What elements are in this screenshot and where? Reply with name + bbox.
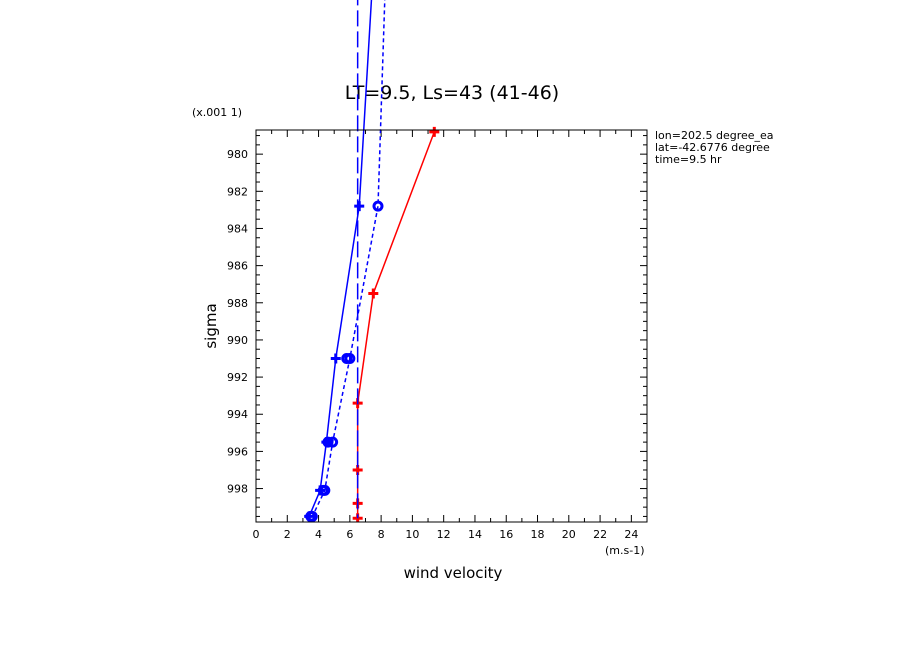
- x-tick-label: 2: [284, 528, 291, 541]
- plot-frame: [255, 129, 648, 523]
- y-tick-label: 980: [227, 148, 248, 161]
- data-point: [322, 436, 334, 448]
- y-tick-label: 996: [227, 445, 248, 458]
- x-tick-label: 4: [315, 528, 322, 541]
- series-line: [308, 0, 373, 517]
- data-point: [330, 353, 341, 364]
- x-tick-label: 22: [593, 528, 607, 541]
- series-1: [304, 0, 373, 522]
- data-point: [317, 484, 329, 496]
- y-tick-label: 988: [227, 297, 248, 310]
- data-point: [341, 353, 353, 365]
- data-point: [305, 510, 317, 522]
- data-point: [327, 436, 339, 448]
- x-tick-label: 8: [378, 528, 385, 541]
- data-point: [372, 200, 384, 212]
- chart-title: LT=9.5, Ls=43 (41-46): [345, 82, 559, 104]
- y-axis-label: sigma: [202, 303, 220, 348]
- info-line: lat=-42.6776 degree: [655, 141, 770, 154]
- y-tick-label: 992: [227, 371, 248, 384]
- y-tick-label: 982: [227, 185, 248, 198]
- y-unit-label: (x.001 1): [192, 106, 242, 119]
- x-tick-label: 18: [531, 528, 545, 541]
- y-tick-label: 994: [227, 408, 248, 421]
- y-tick-label: 998: [227, 483, 248, 496]
- series-layer: [304, 0, 440, 522]
- info-line: lon=202.5 degree_ea: [655, 129, 774, 142]
- series-4: [305, 353, 353, 522]
- x-tick-label: 12: [437, 528, 451, 541]
- axis-ticks: 0 2 4 6 8 10 12 14 16 18 20 22 249809829849869889909…: [227, 130, 648, 541]
- data-point: [429, 126, 440, 137]
- y-tick-label: 990: [227, 334, 248, 347]
- x-tick-label: 20: [562, 528, 576, 541]
- series-line: [311, 0, 386, 517]
- x-unit-label: (m.s-1): [605, 544, 645, 557]
- y-tick-label: 984: [227, 222, 248, 235]
- x-tick-label: 6: [346, 528, 353, 541]
- series-3: [306, 0, 386, 522]
- x-tick-label: 24: [624, 528, 638, 541]
- x-tick-label: 16: [499, 528, 513, 541]
- x-tick-label: 0: [253, 528, 260, 541]
- data-point: [368, 288, 379, 299]
- series-0: [352, 126, 440, 522]
- info-line: time=9.5 hr: [655, 153, 722, 166]
- y-tick-label: 986: [227, 260, 248, 273]
- data-point: [354, 201, 365, 212]
- x-axis-label: wind velocity: [404, 564, 503, 582]
- series-line: [356, 131, 435, 519]
- x-tick-label: 10: [405, 528, 419, 541]
- x-tick-label: 14: [468, 528, 482, 541]
